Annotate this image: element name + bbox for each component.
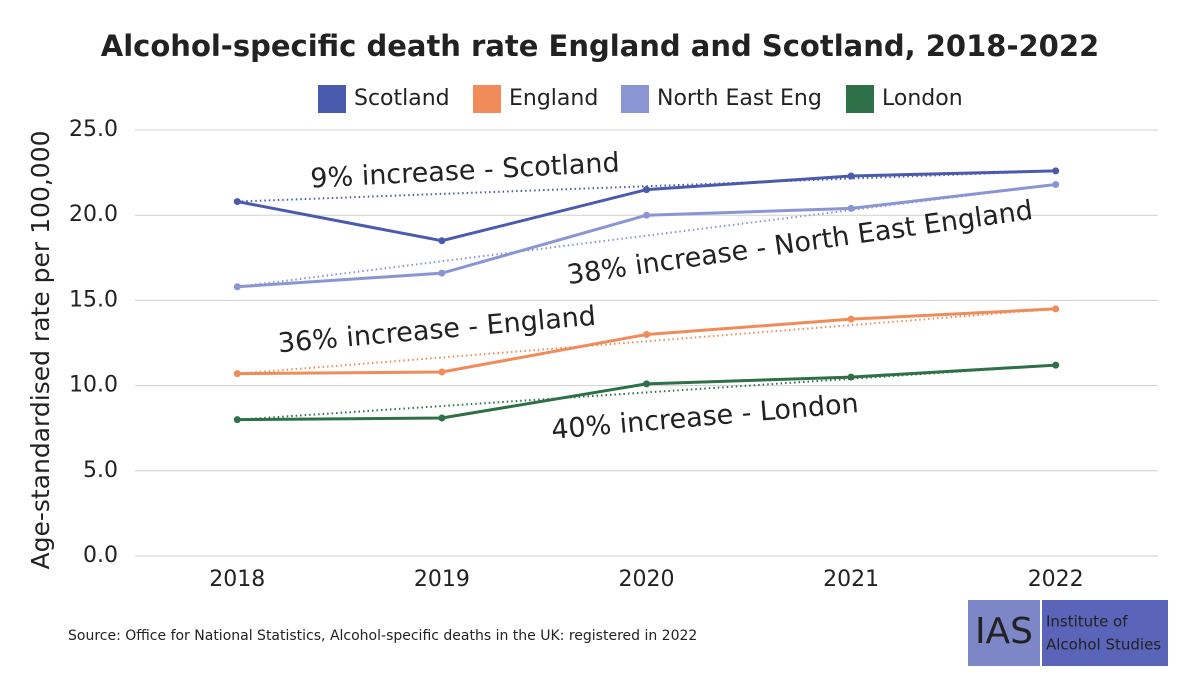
data-point [847,172,855,180]
logo-text: Alcohol Studies [1046,636,1161,654]
annotation: 40% increase - London [550,388,860,446]
x-tick-label: 2019 [414,567,470,592]
y-tick-label: 20.0 [69,202,118,227]
y-axis-label: Age-standardised rate per 100,000 [26,130,55,569]
logo-box [968,600,1040,666]
data-point [438,414,446,422]
trend-line [237,364,1056,421]
trend-line [237,169,1056,203]
data-point [233,416,241,424]
source: Source: Office for National Statistics, … [68,628,697,644]
y-tick-label: 5.0 [83,458,118,483]
y-tick-label: 10.0 [69,373,118,398]
annotation: 9% increase - Scotland [310,147,621,194]
legend-label: Scotland [354,86,450,111]
legend-swatch [621,85,649,113]
logo-box [1042,600,1168,666]
data-point [438,237,446,245]
data-point [847,373,855,381]
data-point [233,283,241,291]
data-point [1052,181,1060,189]
data-point [438,368,446,376]
data-point [233,370,241,378]
trend-line [237,307,1056,375]
data-point [1052,167,1060,175]
x-tick-label: 2022 [1028,567,1084,592]
legend-swatch [473,85,501,113]
y-tick-label: 25.0 [69,117,118,142]
legend-label: London [882,86,963,111]
data-point [847,315,855,323]
x-tick-label: 2020 [619,567,675,592]
legend-swatch [318,85,346,113]
legend-label: North East Eng [657,86,822,111]
data-point [643,380,650,388]
x-tick-label: 2018 [209,567,265,592]
logo-text: Institute of [1046,613,1128,631]
data-point [643,186,650,194]
y-tick-label: 15.0 [69,287,118,312]
x-tick-label: 2021 [823,567,879,592]
data-point [233,198,241,206]
chart-title: Alcohol-specific death rate England and … [101,29,1099,63]
data-point [847,204,855,212]
data-point [643,330,650,338]
annotation: 36% increase - England [277,301,597,360]
legend-swatch [846,85,874,113]
y-tick-label: 0.0 [83,543,118,568]
data-point [1052,361,1060,369]
legend-label: England [509,86,598,111]
data-point [1052,305,1060,313]
data-point [643,211,650,219]
data-point [438,269,446,277]
logo-abbr: IAS [975,611,1033,652]
